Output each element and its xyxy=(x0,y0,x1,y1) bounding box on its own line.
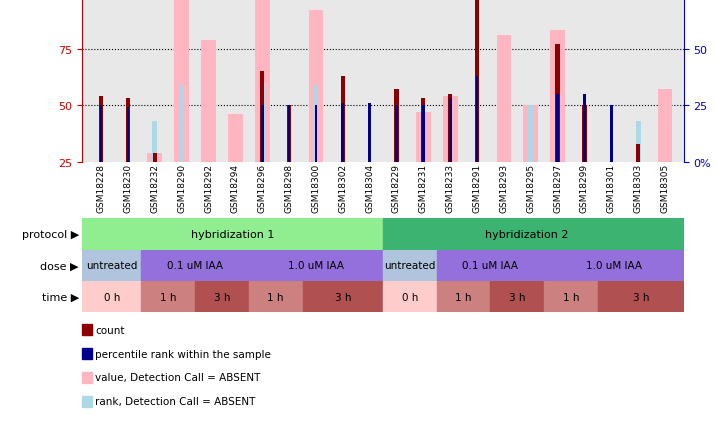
Bar xyxy=(523,106,538,162)
Bar xyxy=(395,106,398,162)
Text: time ▶: time ▶ xyxy=(42,292,79,302)
Text: 1 h: 1 h xyxy=(563,292,579,302)
Bar xyxy=(314,106,317,162)
Bar xyxy=(228,115,243,162)
Text: dose ▶: dose ▶ xyxy=(40,261,79,270)
Bar xyxy=(142,281,195,312)
Text: 0.1 uM IAA: 0.1 uM IAA xyxy=(463,261,518,270)
Bar xyxy=(288,106,291,162)
Text: 0 h: 0 h xyxy=(104,292,120,302)
Bar xyxy=(179,85,184,162)
Bar xyxy=(395,90,399,162)
Bar xyxy=(544,281,598,312)
Bar xyxy=(342,104,344,162)
Text: 1 h: 1 h xyxy=(455,292,472,302)
Bar xyxy=(249,281,302,312)
Bar xyxy=(583,95,586,162)
Bar xyxy=(82,281,142,312)
Text: 3 h: 3 h xyxy=(213,292,231,302)
Bar xyxy=(528,106,533,162)
Bar xyxy=(174,0,189,162)
Text: untreated: untreated xyxy=(86,261,137,270)
Bar xyxy=(550,31,565,162)
Bar xyxy=(314,85,319,162)
Bar xyxy=(610,106,613,162)
Text: value, Detection Call = ABSENT: value, Detection Call = ABSENT xyxy=(95,373,261,382)
Bar xyxy=(544,250,684,281)
Bar xyxy=(556,45,560,162)
Bar xyxy=(636,144,640,162)
Bar xyxy=(126,99,130,162)
Text: untreated: untreated xyxy=(384,261,435,270)
Bar xyxy=(302,281,383,312)
Bar xyxy=(496,36,511,162)
Bar xyxy=(341,76,345,162)
Bar xyxy=(556,95,559,162)
Bar xyxy=(383,219,684,250)
Text: rank, Detection Call = ABSENT: rank, Detection Call = ABSENT xyxy=(95,397,256,406)
Text: 1.0 uM IAA: 1.0 uM IAA xyxy=(586,261,642,270)
Bar xyxy=(261,106,263,162)
Text: percentile rank within the sample: percentile rank within the sample xyxy=(95,349,271,358)
Bar xyxy=(437,250,544,281)
Bar xyxy=(598,281,684,312)
Bar xyxy=(437,281,490,312)
Text: 1 h: 1 h xyxy=(267,292,284,302)
Text: 1.0 uM IAA: 1.0 uM IAA xyxy=(288,261,344,270)
Bar xyxy=(147,153,163,162)
Bar xyxy=(260,85,265,162)
Bar xyxy=(309,11,324,162)
Bar xyxy=(82,219,383,250)
Bar xyxy=(383,281,437,312)
Text: 3 h: 3 h xyxy=(509,292,526,302)
Bar xyxy=(490,281,544,312)
Bar xyxy=(153,122,158,162)
Bar xyxy=(287,106,291,162)
Text: 1 h: 1 h xyxy=(160,292,177,302)
Bar xyxy=(422,106,425,162)
Bar xyxy=(448,95,453,162)
Text: protocol ▶: protocol ▶ xyxy=(21,230,79,239)
Bar xyxy=(249,250,383,281)
Bar xyxy=(99,97,103,162)
Bar xyxy=(368,104,371,162)
Text: 0.1 uM IAA: 0.1 uM IAA xyxy=(167,261,223,270)
Text: hybridization 1: hybridization 1 xyxy=(191,230,274,239)
Bar xyxy=(657,90,672,162)
Bar xyxy=(127,108,130,162)
Text: 3 h: 3 h xyxy=(334,292,351,302)
Bar xyxy=(475,0,479,162)
Bar xyxy=(421,99,425,162)
Bar xyxy=(82,250,142,281)
Bar xyxy=(142,250,249,281)
Bar xyxy=(201,40,216,162)
Bar xyxy=(383,250,437,281)
Bar xyxy=(195,281,249,312)
Bar xyxy=(255,0,270,162)
Text: hybridization 2: hybridization 2 xyxy=(485,230,569,239)
Bar xyxy=(582,106,586,162)
Bar xyxy=(636,122,641,162)
Bar xyxy=(475,76,478,162)
Text: 3 h: 3 h xyxy=(632,292,649,302)
Bar xyxy=(100,106,102,162)
Bar xyxy=(416,113,431,162)
Bar xyxy=(153,153,157,162)
Text: 0 h: 0 h xyxy=(402,292,418,302)
Bar xyxy=(449,99,452,162)
Text: count: count xyxy=(95,325,125,335)
Bar xyxy=(442,97,458,162)
Bar xyxy=(260,72,264,162)
